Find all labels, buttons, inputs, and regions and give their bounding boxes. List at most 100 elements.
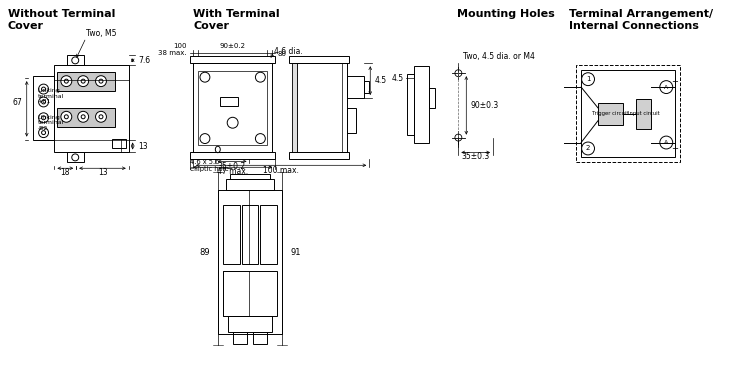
Text: 4.6 dia.: 4.6 dia. bbox=[274, 47, 303, 56]
Bar bbox=[223, 205, 239, 264]
Text: Linking
terminal
+B1: Linking terminal +B1 bbox=[38, 88, 64, 104]
Circle shape bbox=[582, 142, 595, 155]
Bar bbox=[226, 179, 274, 190]
Bar bbox=[598, 103, 622, 125]
Bar bbox=[198, 71, 267, 145]
Circle shape bbox=[41, 131, 46, 135]
Circle shape bbox=[64, 79, 68, 83]
Bar bbox=[230, 174, 270, 179]
Text: Trigger circuit: Trigger circuit bbox=[592, 111, 628, 116]
Text: Two, M5: Two, M5 bbox=[86, 28, 117, 37]
Circle shape bbox=[78, 112, 88, 122]
Circle shape bbox=[38, 84, 49, 94]
Bar bbox=[58, 108, 115, 127]
Bar bbox=[289, 57, 350, 63]
Bar bbox=[292, 63, 297, 152]
Text: +: + bbox=[670, 77, 678, 86]
Bar bbox=[68, 152, 84, 162]
Bar bbox=[193, 63, 272, 152]
Text: Input circuit: Input circuit bbox=[628, 111, 659, 116]
Bar bbox=[220, 97, 238, 106]
Bar bbox=[217, 190, 282, 333]
Circle shape bbox=[61, 112, 72, 122]
Circle shape bbox=[99, 115, 103, 119]
Text: 100
38 max.: 100 38 max. bbox=[158, 43, 187, 56]
Circle shape bbox=[200, 134, 210, 144]
Bar bbox=[635, 99, 652, 129]
Circle shape bbox=[38, 113, 49, 123]
Circle shape bbox=[95, 112, 106, 122]
Text: 13: 13 bbox=[98, 168, 108, 177]
Bar bbox=[407, 74, 414, 135]
Text: Linking
terminal
-B2: Linking terminal -B2 bbox=[38, 115, 64, 131]
Circle shape bbox=[660, 136, 673, 149]
Text: 4.6 x 5.6
elliptic hole: 4.6 x 5.6 elliptic hole bbox=[190, 160, 229, 172]
Bar bbox=[242, 205, 259, 264]
Text: 90±0.3: 90±0.3 bbox=[470, 101, 499, 110]
Circle shape bbox=[81, 115, 86, 119]
Circle shape bbox=[455, 134, 462, 141]
Circle shape bbox=[256, 72, 266, 82]
Bar bbox=[58, 72, 115, 91]
Circle shape bbox=[200, 72, 210, 82]
Bar bbox=[254, 332, 267, 344]
Text: 91: 91 bbox=[290, 248, 301, 257]
Bar bbox=[346, 76, 364, 98]
Bar bbox=[223, 271, 250, 316]
Bar bbox=[228, 316, 272, 332]
Text: 7.6: 7.6 bbox=[139, 56, 151, 65]
Text: 90±0.2: 90±0.2 bbox=[220, 43, 246, 50]
Circle shape bbox=[256, 134, 266, 144]
Bar bbox=[68, 55, 84, 65]
Bar bbox=[581, 70, 675, 158]
Text: With Terminal
Cover: With Terminal Cover bbox=[193, 9, 280, 31]
Text: Terminal Arrangement/
Internal Connections: Terminal Arrangement/ Internal Connectio… bbox=[569, 9, 713, 31]
Text: 4.5: 4.5 bbox=[392, 74, 404, 83]
Circle shape bbox=[41, 100, 46, 104]
Circle shape bbox=[227, 117, 238, 128]
Text: 4.5: 4.5 bbox=[374, 76, 386, 85]
Bar bbox=[33, 76, 55, 140]
Text: A: A bbox=[664, 85, 668, 90]
Text: 35±0.3: 35±0.3 bbox=[461, 152, 489, 161]
Text: 2: 2 bbox=[586, 145, 590, 151]
Circle shape bbox=[99, 79, 103, 83]
Text: 100 max.: 100 max. bbox=[263, 166, 299, 175]
Circle shape bbox=[582, 73, 595, 86]
Bar bbox=[190, 152, 275, 160]
Bar bbox=[260, 205, 278, 264]
Circle shape bbox=[81, 79, 86, 83]
Text: 47 max.: 47 max. bbox=[217, 167, 248, 176]
Text: A: A bbox=[664, 140, 668, 145]
Circle shape bbox=[95, 76, 106, 87]
Text: Without Terminal
Cover: Without Terminal Cover bbox=[8, 9, 115, 31]
Bar bbox=[55, 65, 129, 152]
Bar bbox=[292, 63, 346, 152]
Bar bbox=[190, 57, 275, 63]
Circle shape bbox=[38, 128, 49, 138]
Bar bbox=[429, 88, 434, 108]
Text: 89: 89 bbox=[200, 248, 210, 257]
Text: 1: 1 bbox=[586, 76, 590, 82]
Circle shape bbox=[72, 154, 79, 161]
Text: 18: 18 bbox=[61, 168, 70, 177]
Circle shape bbox=[455, 70, 462, 77]
Bar bbox=[346, 108, 356, 133]
Text: 67: 67 bbox=[12, 98, 22, 107]
Circle shape bbox=[38, 97, 49, 107]
Text: Two, 4.5 dia. or M4: Two, 4.5 dia. or M4 bbox=[464, 52, 536, 61]
Circle shape bbox=[78, 76, 88, 87]
Bar bbox=[112, 138, 126, 149]
Bar bbox=[576, 65, 680, 162]
Circle shape bbox=[72, 57, 79, 64]
Circle shape bbox=[41, 116, 46, 120]
Text: 80: 80 bbox=[278, 51, 286, 57]
Text: Mounting Holes: Mounting Holes bbox=[458, 9, 555, 19]
Circle shape bbox=[64, 115, 68, 119]
Bar bbox=[364, 81, 369, 93]
Circle shape bbox=[660, 81, 673, 94]
Bar bbox=[414, 66, 429, 142]
Text: 13: 13 bbox=[139, 142, 148, 151]
Bar bbox=[223, 271, 278, 316]
Text: −: − bbox=[670, 144, 678, 153]
